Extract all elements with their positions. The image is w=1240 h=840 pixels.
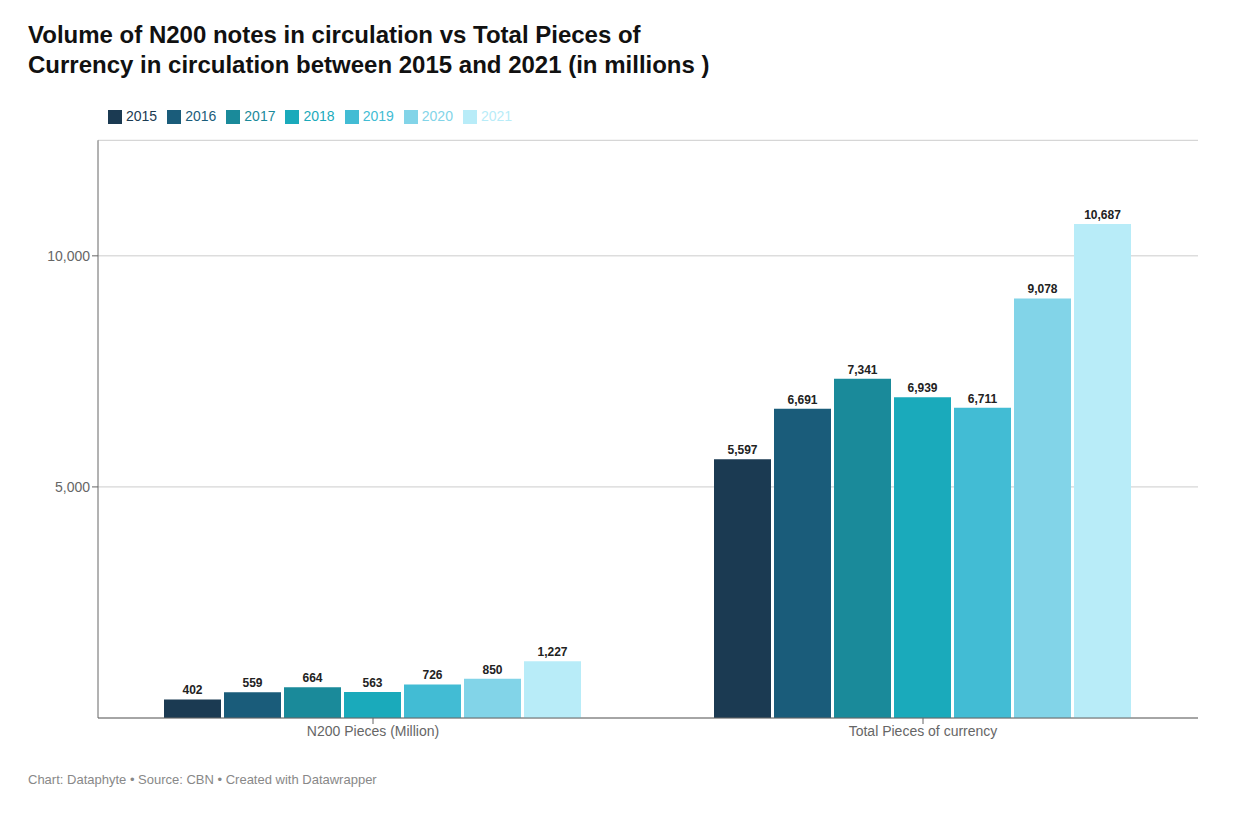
html-text:Volume of N200 notes in circul: Volume of N200 notes in circulation vs T… xyxy=(28,21,710,78)
svg-text:N200 Pieces (Million): N200 Pieces (Million) xyxy=(307,723,439,739)
html-text:2016: 2016 xyxy=(185,108,217,124)
svg-text:7,341: 7,341 xyxy=(847,363,877,377)
svg-text:1,227: 1,227 xyxy=(537,645,567,659)
svg-text:10,687: 10,687 xyxy=(1084,208,1121,222)
svg-text:5,000: 5,000 xyxy=(55,479,90,495)
svg-text:850: 850 xyxy=(482,663,502,677)
svg-text:6,691: 6,691 xyxy=(787,393,817,407)
svg-text:664: 664 xyxy=(302,671,322,685)
svg-text:559: 559 xyxy=(242,676,262,690)
svg-text:6,711: 6,711 xyxy=(968,392,998,406)
html-text:Chart: Dataphyte • Source: CBN: Chart: Dataphyte • Source: CBN • Created… xyxy=(28,772,377,787)
svg-text:402: 402 xyxy=(182,683,202,697)
html-text:2015: 2015 xyxy=(126,108,158,124)
svg-text:Total Pieces of currency: Total Pieces of currency xyxy=(849,723,998,739)
html-text:2021: 2021 xyxy=(480,108,513,124)
svg-text:563: 563 xyxy=(362,676,382,690)
html-text:2018: 2018 xyxy=(303,108,335,124)
svg-text:10,000: 10,000 xyxy=(47,248,90,264)
svg-text:726: 726 xyxy=(422,668,442,682)
svg-text:9,078: 9,078 xyxy=(1027,282,1057,296)
html-text:2017: 2017 xyxy=(244,108,276,124)
svg-text:5,597: 5,597 xyxy=(727,443,757,457)
html-text:2020: 2020 xyxy=(421,108,453,124)
svg-text:6,939: 6,939 xyxy=(907,381,937,395)
html-text:2019: 2019 xyxy=(362,108,394,124)
